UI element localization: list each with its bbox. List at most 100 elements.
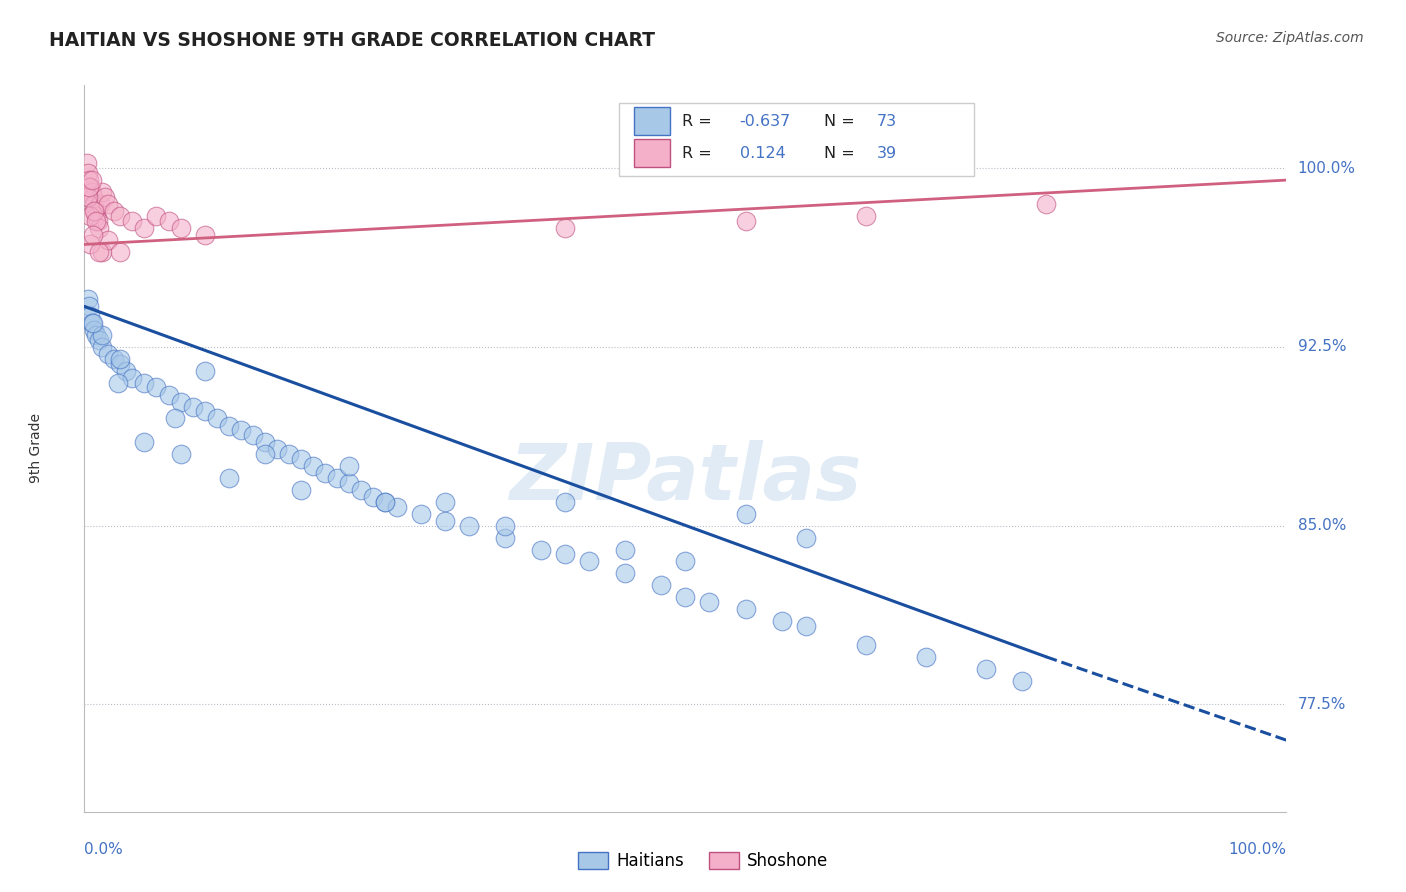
- Point: [79, 309, 101, 323]
- Point: [83, 323, 105, 337]
- Point: [770, 614, 793, 628]
- Text: 0.0%: 0.0%: [84, 842, 124, 857]
- Point: [326, 471, 349, 485]
- Point: [794, 531, 817, 545]
- Bar: [634, 107, 669, 135]
- Point: [494, 518, 516, 533]
- Point: [242, 428, 264, 442]
- Point: [1035, 197, 1057, 211]
- Point: [650, 578, 672, 592]
- Point: [103, 204, 125, 219]
- Point: [614, 566, 637, 581]
- Point: [855, 638, 877, 652]
- Text: HAITIAN VS SHOSHONE 9TH GRADE CORRELATION CHART: HAITIAN VS SHOSHONE 9TH GRADE CORRELATIO…: [49, 31, 655, 50]
- Point: [97, 233, 120, 247]
- Point: [218, 471, 240, 485]
- Point: [374, 495, 396, 509]
- Text: 73: 73: [876, 113, 897, 128]
- Point: [290, 452, 312, 467]
- Point: [578, 554, 600, 568]
- Point: [84, 204, 107, 219]
- Point: [314, 467, 336, 481]
- Point: [169, 394, 191, 409]
- Point: [110, 351, 132, 366]
- Point: [385, 500, 408, 514]
- Point: [91, 340, 114, 354]
- Point: [97, 347, 120, 361]
- Point: [76, 156, 98, 170]
- Point: [494, 531, 516, 545]
- Point: [194, 404, 217, 418]
- Text: 77.5%: 77.5%: [1298, 697, 1346, 712]
- Point: [107, 376, 129, 390]
- Point: [86, 209, 108, 223]
- Point: [229, 423, 252, 437]
- Text: 0.124: 0.124: [740, 146, 786, 161]
- Point: [82, 227, 104, 242]
- Point: [87, 220, 110, 235]
- Point: [350, 483, 373, 497]
- Point: [86, 213, 108, 227]
- Point: [145, 209, 167, 223]
- Text: N =: N =: [824, 146, 859, 161]
- Point: [121, 371, 143, 385]
- Point: [87, 333, 110, 347]
- Point: [110, 357, 132, 371]
- Point: [121, 213, 143, 227]
- Point: [434, 495, 457, 509]
- Point: [157, 213, 180, 227]
- Point: [974, 662, 997, 676]
- Point: [89, 197, 111, 211]
- Point: [290, 483, 312, 497]
- Point: [157, 387, 180, 401]
- Point: [134, 376, 156, 390]
- Text: 39: 39: [876, 146, 897, 161]
- Point: [77, 190, 100, 204]
- Text: 92.5%: 92.5%: [1298, 340, 1346, 354]
- Text: N =: N =: [824, 113, 859, 128]
- Point: [80, 316, 103, 330]
- Point: [734, 213, 756, 227]
- Point: [82, 316, 104, 330]
- Point: [79, 180, 101, 194]
- Point: [91, 328, 114, 343]
- Point: [554, 495, 576, 509]
- Legend: Haitians, Shoshone: Haitians, Shoshone: [571, 845, 835, 877]
- Text: ZIPatlas: ZIPatlas: [509, 440, 862, 516]
- Point: [77, 292, 100, 306]
- Point: [554, 547, 576, 561]
- Point: [82, 190, 104, 204]
- Point: [94, 190, 117, 204]
- Point: [361, 490, 384, 504]
- Point: [110, 209, 132, 223]
- Text: 100.0%: 100.0%: [1298, 161, 1355, 176]
- Point: [79, 209, 101, 223]
- Point: [699, 595, 721, 609]
- Point: [675, 554, 697, 568]
- Bar: [619, 103, 974, 176]
- Text: -0.637: -0.637: [740, 113, 790, 128]
- Point: [458, 518, 481, 533]
- Point: [301, 459, 323, 474]
- Point: [277, 447, 299, 461]
- Point: [554, 220, 576, 235]
- Point: [77, 300, 100, 314]
- Point: [409, 507, 432, 521]
- Point: [337, 459, 360, 474]
- Text: Source: ZipAtlas.com: Source: ZipAtlas.com: [1216, 31, 1364, 45]
- Point: [86, 213, 108, 227]
- Point: [169, 220, 191, 235]
- Point: [530, 542, 553, 557]
- Point: [614, 542, 637, 557]
- Text: 9th Grade: 9th Grade: [28, 413, 42, 483]
- Point: [97, 197, 120, 211]
- Point: [194, 364, 217, 378]
- Point: [79, 237, 101, 252]
- Point: [103, 351, 125, 366]
- Point: [374, 495, 396, 509]
- Point: [266, 442, 288, 457]
- Point: [77, 166, 100, 180]
- Point: [218, 418, 240, 433]
- Text: 100.0%: 100.0%: [1229, 842, 1286, 857]
- Point: [110, 244, 132, 259]
